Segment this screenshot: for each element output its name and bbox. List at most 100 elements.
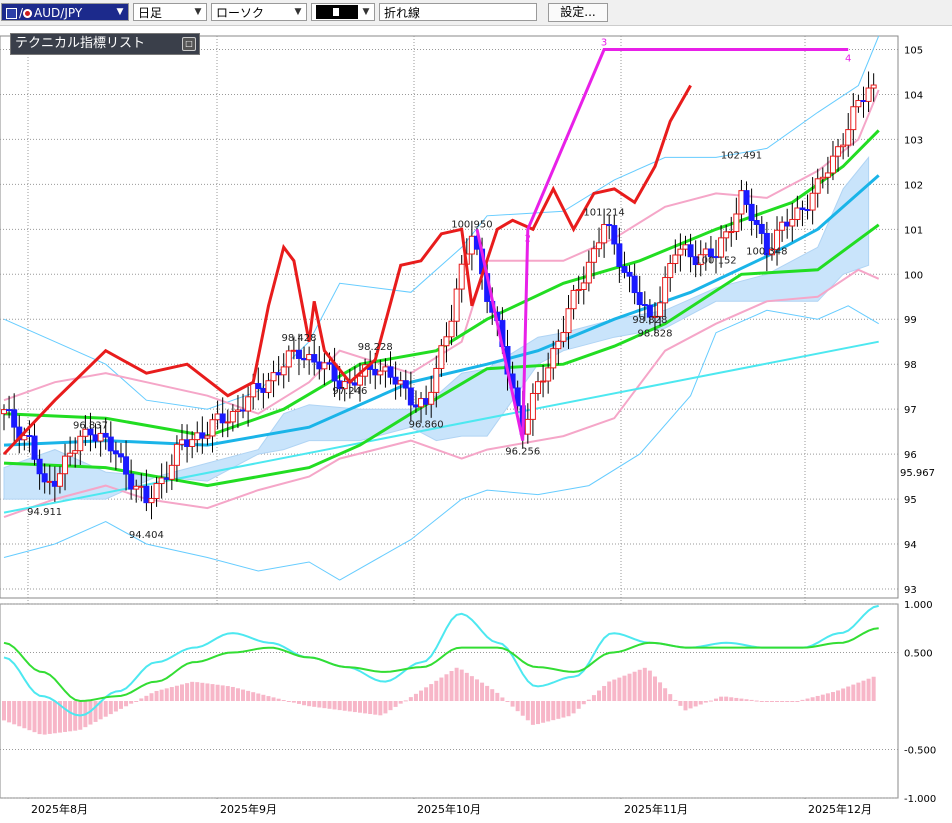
histogram-bar	[378, 701, 383, 716]
candle-body	[590, 248, 597, 263]
histogram-bar	[825, 693, 830, 701]
candle-body	[667, 262, 674, 279]
oscillator-cyan-line	[3, 604, 879, 717]
red-line	[2, 84, 692, 456]
settings-button[interactable]: 設定...	[548, 3, 608, 22]
candle-body	[570, 289, 577, 310]
histogram-bar	[383, 701, 388, 714]
histogram-bar	[358, 701, 362, 713]
y-tick-label: 103	[904, 135, 923, 146]
candle-body	[280, 366, 287, 376]
histogram-bar	[683, 701, 688, 711]
chevron-down-icon[interactable]: ▼	[294, 7, 302, 17]
histogram-bar	[464, 672, 469, 701]
histogram-bar	[159, 689, 164, 701]
candle-body	[97, 432, 104, 442]
japan-flag-icon	[23, 9, 33, 18]
histogram-bar	[846, 686, 851, 701]
chart-style-select[interactable]: ローソク ▼	[211, 3, 307, 21]
histogram-bar	[790, 701, 795, 702]
histogram-bar	[617, 677, 622, 701]
line-style-field[interactable]: 折れ線	[379, 3, 537, 21]
candle-body	[138, 485, 145, 488]
histogram-bar	[439, 677, 444, 701]
current-price-label: 95.967	[900, 468, 935, 479]
histogram-bar	[480, 682, 485, 701]
histogram-bar	[673, 699, 678, 701]
candle-body	[835, 146, 842, 157]
candle-body	[768, 249, 775, 256]
histogram-bar	[347, 701, 352, 712]
osc-tick-label: -1.000	[904, 794, 936, 805]
timeframe-select[interactable]: 日足 ▼	[133, 3, 207, 21]
histogram-bar	[413, 693, 418, 701]
candle-body	[382, 366, 389, 372]
candle-body	[397, 380, 404, 385]
candle-body	[290, 349, 297, 352]
histogram-bar	[622, 675, 627, 701]
candle-body	[31, 435, 38, 460]
histogram-bar	[764, 701, 769, 702]
candle-body	[794, 207, 801, 220]
candle-body	[377, 370, 384, 376]
histogram-bar	[642, 667, 647, 701]
candle-body	[67, 452, 74, 457]
candle-body	[387, 366, 394, 378]
histogram-bar	[724, 696, 729, 701]
ma_green_2-line	[3, 223, 880, 488]
candle-body	[285, 350, 292, 368]
candle-body	[616, 243, 623, 268]
candle-body	[870, 84, 877, 89]
candle-body	[814, 178, 821, 194]
candle-body	[219, 413, 226, 424]
histogram-bar	[708, 700, 713, 702]
candle-type-select[interactable]: ▼	[311, 3, 375, 21]
chevron-down-icon[interactable]: ▼	[116, 7, 124, 17]
candle-body	[529, 392, 536, 420]
histogram-bar	[124, 701, 129, 707]
candle-body	[87, 428, 94, 436]
histogram-bar	[230, 686, 235, 701]
histogram-bar	[185, 683, 190, 701]
candle-body	[845, 129, 852, 146]
candle-body	[199, 432, 206, 439]
candle-body	[438, 345, 445, 369]
histogram-bar	[296, 701, 301, 704]
histogram-bar	[332, 701, 337, 710]
histogram-bar	[800, 699, 805, 701]
candle-body	[36, 458, 43, 475]
histogram-bar	[632, 671, 637, 701]
histogram-bar	[749, 699, 754, 701]
symbol-select[interactable]: / AUD/JPY ▼	[1, 3, 129, 21]
candle-body	[707, 248, 714, 258]
candle-body	[611, 225, 618, 245]
histogram-bar	[408, 697, 413, 701]
histogram-bar	[769, 701, 774, 702]
histogram-bar	[561, 701, 566, 718]
histogram-bar	[73, 701, 78, 731]
histogram-bar	[337, 701, 342, 711]
histogram-bar	[581, 701, 586, 705]
chevron-down-icon[interactable]: ▼	[194, 7, 202, 17]
histogram-bar	[424, 687, 429, 701]
x-tick-label: 2025年10月	[417, 802, 481, 816]
histogram-bar	[663, 688, 668, 701]
histogram-bar	[637, 669, 642, 701]
histogram-bar	[520, 701, 525, 716]
tech-list-label: テクニカル指標リスト	[15, 36, 146, 51]
histogram-bar	[195, 682, 200, 701]
candle-body	[295, 349, 302, 359]
candle-body	[718, 237, 725, 258]
histogram-bar	[719, 696, 724, 701]
price-annotation: 97.246	[332, 386, 367, 397]
candle-body	[728, 231, 735, 234]
histogram-bar	[856, 682, 861, 701]
candle-body	[214, 413, 221, 421]
candle-body	[560, 332, 567, 342]
expand-icon[interactable]: □	[182, 37, 196, 51]
chevron-down-icon[interactable]: ▼	[362, 7, 370, 17]
histogram-bar	[154, 690, 159, 701]
technical-indicator-list-button[interactable]: テクニカル指標リスト □	[10, 33, 200, 55]
histogram-bar	[586, 699, 591, 701]
candle-body	[697, 254, 704, 266]
